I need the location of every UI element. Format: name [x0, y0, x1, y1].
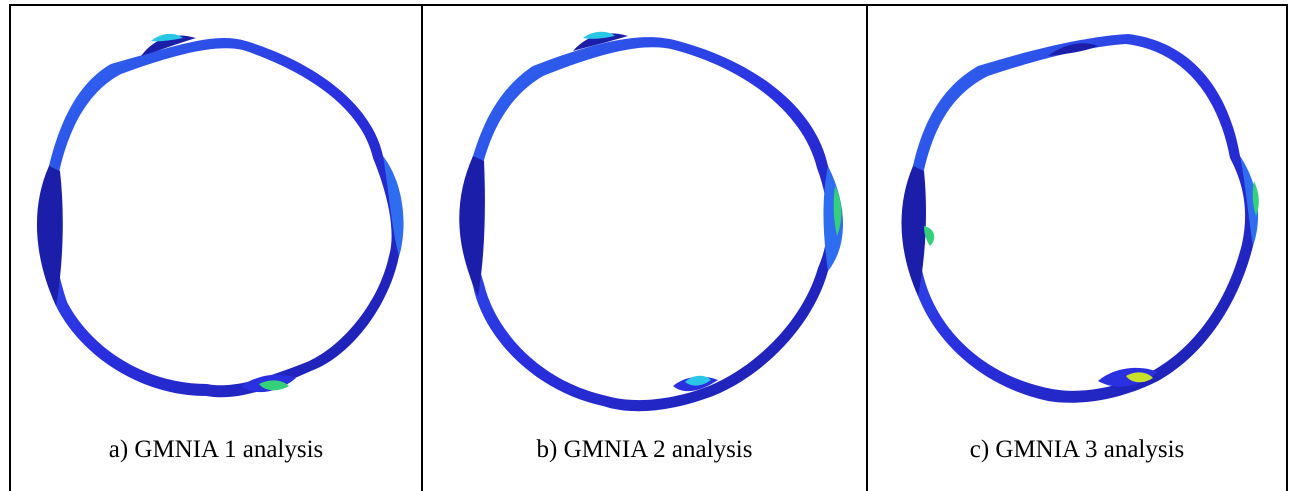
panel-caption: c) GMNIA 3 analysis — [969, 436, 1185, 463]
deformed-ring-shape-3 — [901, 34, 1259, 403]
panel-caption: b) GMNIA 2 analysis — [536, 436, 753, 463]
deformed-ring-shape-2 — [459, 31, 843, 412]
panel-gmnia-3: c) GMNIA 3 analysis — [866, 6, 1286, 491]
deformed-ring-shape-1 — [36, 33, 404, 398]
figure-table: a) GMNIA 1 analysis b) GMNIA 2 analysis — [9, 4, 1288, 491]
panel-gmnia-2: b) GMNIA 2 analysis — [421, 6, 866, 491]
panel-gmnia-1: a) GMNIA 1 analysis — [11, 6, 421, 491]
panel-caption: a) GMNIA 1 analysis — [108, 436, 324, 463]
